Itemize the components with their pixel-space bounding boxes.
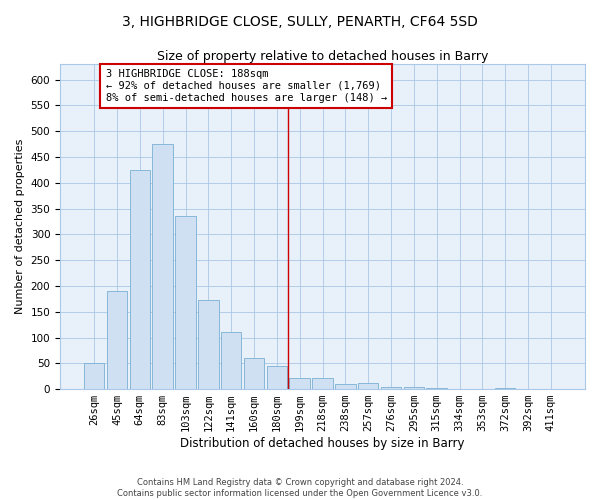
Bar <box>221 332 241 389</box>
Bar <box>381 386 401 389</box>
Bar <box>427 388 447 389</box>
Y-axis label: Number of detached properties: Number of detached properties <box>15 139 25 314</box>
Bar <box>84 364 104 389</box>
Bar <box>312 378 333 389</box>
Bar <box>175 216 196 389</box>
Bar <box>495 388 515 389</box>
Bar <box>289 378 310 389</box>
Text: 3 HIGHBRIDGE CLOSE: 188sqm
← 92% of detached houses are smaller (1,769)
8% of se: 3 HIGHBRIDGE CLOSE: 188sqm ← 92% of deta… <box>106 70 387 102</box>
Bar <box>152 144 173 389</box>
Bar <box>358 383 379 389</box>
Text: 3, HIGHBRIDGE CLOSE, SULLY, PENARTH, CF64 5SD: 3, HIGHBRIDGE CLOSE, SULLY, PENARTH, CF6… <box>122 15 478 29</box>
Title: Size of property relative to detached houses in Barry: Size of property relative to detached ho… <box>157 50 488 63</box>
X-axis label: Distribution of detached houses by size in Barry: Distribution of detached houses by size … <box>180 437 465 450</box>
Bar <box>335 384 356 389</box>
Bar <box>198 300 218 389</box>
Bar <box>244 358 264 389</box>
Bar <box>107 291 127 389</box>
Bar <box>266 366 287 389</box>
Bar <box>404 386 424 389</box>
Bar <box>130 170 150 389</box>
Text: Contains HM Land Registry data © Crown copyright and database right 2024.
Contai: Contains HM Land Registry data © Crown c… <box>118 478 482 498</box>
